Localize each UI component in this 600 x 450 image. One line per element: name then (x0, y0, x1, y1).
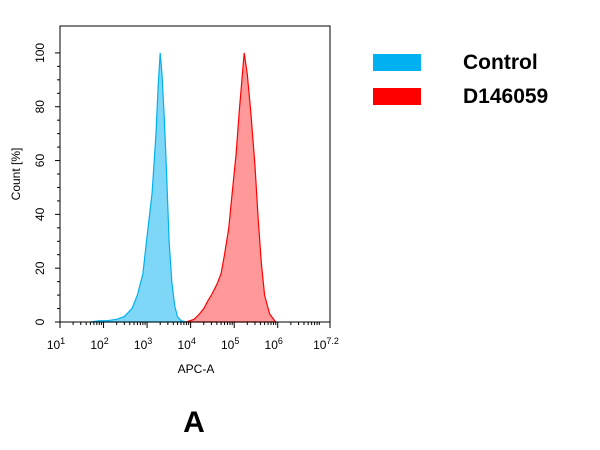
y-tick-label: 60 (33, 154, 47, 168)
y-tick-label: 100 (33, 43, 47, 63)
x-axis-title: APC-A (178, 362, 215, 376)
series-area-d146059 (186, 52, 277, 323)
legend-swatch-d146059 (373, 88, 421, 105)
legend: Control D146059 (373, 51, 548, 108)
x-tick-label: 107.2 (313, 336, 339, 352)
legend-label-control: Control (463, 51, 538, 74)
legend-swatch-control (373, 54, 421, 71)
y-tick-label: 20 (33, 261, 47, 275)
plot-frame (59, 25, 331, 323)
x-tick-label: 105 (221, 336, 239, 352)
series-area-control (90, 52, 187, 323)
x-tick-label: 106 (265, 336, 283, 352)
x-tick-label: 104 (177, 336, 195, 352)
x-tick-label: 103 (134, 336, 152, 352)
y-tick-label: 0 (33, 318, 47, 325)
legend-label-d146059: D146059 (463, 85, 548, 108)
y-tick-label: 80 (33, 100, 47, 114)
x-tick-label: 101 (47, 336, 65, 352)
y-tick-label: 40 (33, 207, 47, 221)
y-axis-title: Count [%] (9, 148, 23, 201)
x-tick-label: 102 (90, 336, 108, 352)
ticks-layer: 0 20 40 60 80 100 101 102 103 104 105 106 107.2 (33, 43, 339, 352)
series-layer (90, 52, 277, 323)
panel-label: A (183, 406, 205, 439)
